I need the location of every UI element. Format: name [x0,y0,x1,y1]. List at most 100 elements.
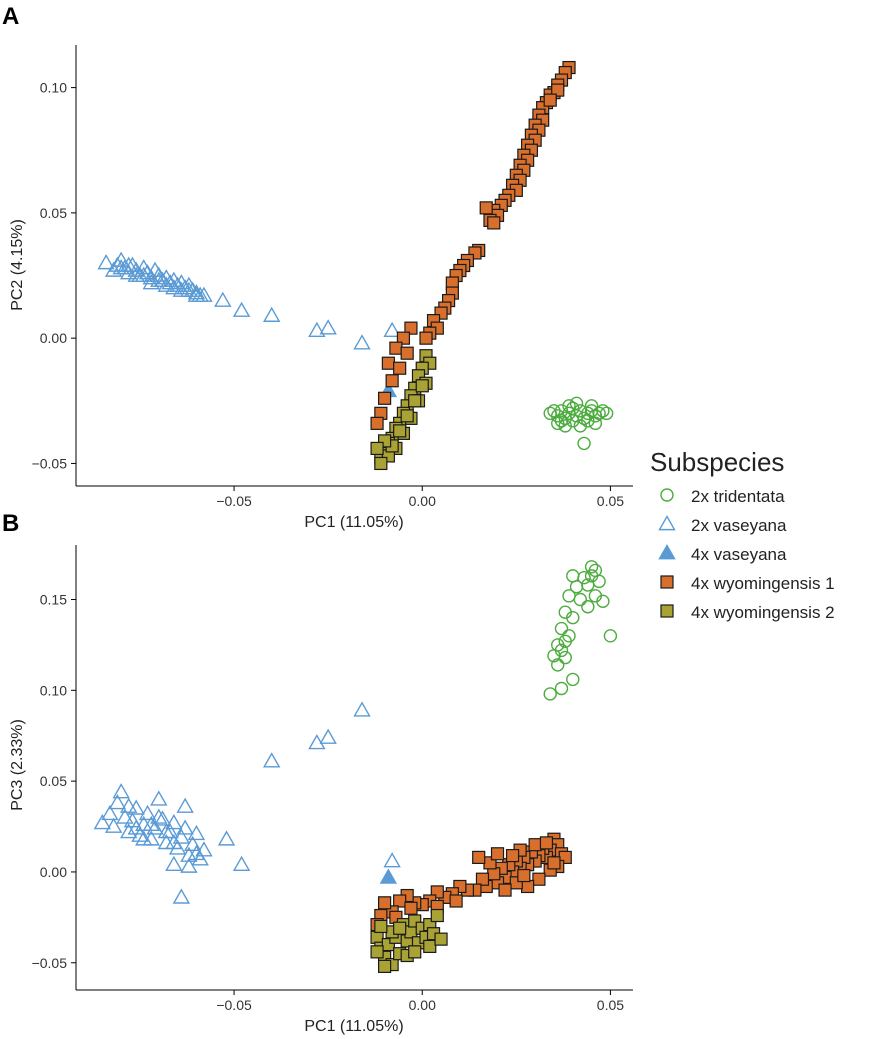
point-vas2 [187,286,206,302]
point-vas2 [165,855,183,871]
point-wyo2 [404,925,418,939]
point-wyo1 [393,361,407,375]
point-vas2 [138,264,157,280]
panel-a-y-tick-label: 0.10 [40,80,67,96]
point-vas2 [180,846,198,862]
point-tri [588,416,603,431]
point-vas2 [142,815,160,832]
point-tri [543,406,557,421]
point-wyo1 [521,879,535,894]
point-wyo1 [505,848,520,863]
point-tri [584,560,599,574]
point-tri [603,629,618,643]
panel-a-ticks: −0.05 0.00 0.05 −0.05 0.00 0.05 0.10 [32,80,625,509]
point-tri [581,406,595,421]
point-vas2 [112,783,130,799]
panel-a-series-wyo1 [370,60,576,430]
panel-b-x-tick-label: −0.05 [216,997,252,1013]
point-vas2 [165,813,183,830]
legend: Subspecies 2x tridentata 2x vaseyana 4x va… [650,447,835,622]
point-vas2 [157,276,176,292]
point-tri [573,592,588,607]
point-vas2 [187,284,206,300]
point-vas2 [183,835,202,852]
panel-a-label: A [2,3,19,30]
point-wyo1 [487,867,501,881]
point-vas2 [146,819,164,835]
point-vas2 [157,269,176,285]
panel-a-series-tri [543,396,614,451]
panel-a-series-vas2 [97,251,401,350]
point-wyo2 [374,456,388,471]
point-wyo1 [396,331,411,345]
point-wyo1 [487,216,501,230]
point-vas2 [116,808,134,824]
point-wyo1 [389,341,403,355]
point-wyo1 [475,872,490,886]
legend-label-vas2: 2x vaseyana [691,516,787,535]
point-wyo1 [539,836,554,850]
point-vas2 [142,274,160,290]
point-vas2 [308,321,326,337]
point-vas2 [353,701,371,717]
point-vas2 [131,826,149,842]
point-tri [551,658,565,672]
point-vas2 [187,844,206,861]
point-wyo1 [472,850,486,865]
point-tri [566,414,580,428]
point-vas2 [176,819,194,835]
point-tri [596,594,610,609]
point-tri [562,399,576,413]
point-tri [599,406,614,421]
panel-b-x-tick-label: 0.00 [409,997,436,1013]
point-vas2 [93,813,112,830]
point-vas2 [319,728,337,744]
legend-entry-wyo2: 4x wyomingensis 2 [660,603,835,622]
point-wyo2 [378,959,392,973]
legend-marker-vas4 [658,544,676,560]
legend-entry-vas4: 4x vaseyana [658,544,787,564]
point-wyo2 [408,945,422,959]
point-vas2 [165,833,183,850]
point-vas2 [150,808,168,824]
legend-label-wyo1: 4x wyomingensis 1 [691,574,835,593]
point-tri [584,399,599,413]
point-vas2 [172,274,191,290]
point-wyo1 [404,321,418,335]
point-vas2 [157,823,176,839]
panel-b-y-tick-label: 0.15 [40,591,67,607]
point-vas2 [127,799,145,815]
point-tri [569,580,584,594]
panel-a-x-tick-label: 0.00 [409,493,436,509]
legend-marker-wyo1 [660,575,674,589]
panel-a-y-tick-label: −0.05 [32,455,68,471]
point-wyo1 [479,201,493,215]
legend-label-tri: 2x tridentata [691,487,785,506]
point-vas2 [232,301,251,317]
point-wyo1 [370,416,384,430]
point-tri [562,589,576,603]
point-vas2 [176,279,194,295]
point-vas2 [108,256,127,272]
point-tri [573,404,588,418]
point-vas2 [138,804,157,821]
point-tri [558,650,572,665]
point-vas2 [153,810,172,826]
legend-marker-tri [660,488,674,502]
point-wyo2 [393,424,407,438]
point-wyo1 [528,838,542,852]
point-vas2 [150,266,168,282]
point-vas2 [180,857,198,873]
point-vas2 [127,261,145,277]
legend-label-wyo2: 4x wyomingensis 2 [691,603,835,622]
panel-a-y-tick-label: 0.05 [40,205,67,221]
point-tri [581,600,595,614]
legend-title: Subspecies [650,447,784,477]
point-vas2 [119,797,138,813]
point-tri [573,419,588,433]
point-wyo1 [378,391,392,405]
point-vas2 [104,261,123,277]
point-vas2 [319,319,337,335]
panel-a-y-axis-title: PC2 (4.15%) [9,219,26,311]
point-tri [569,396,584,411]
